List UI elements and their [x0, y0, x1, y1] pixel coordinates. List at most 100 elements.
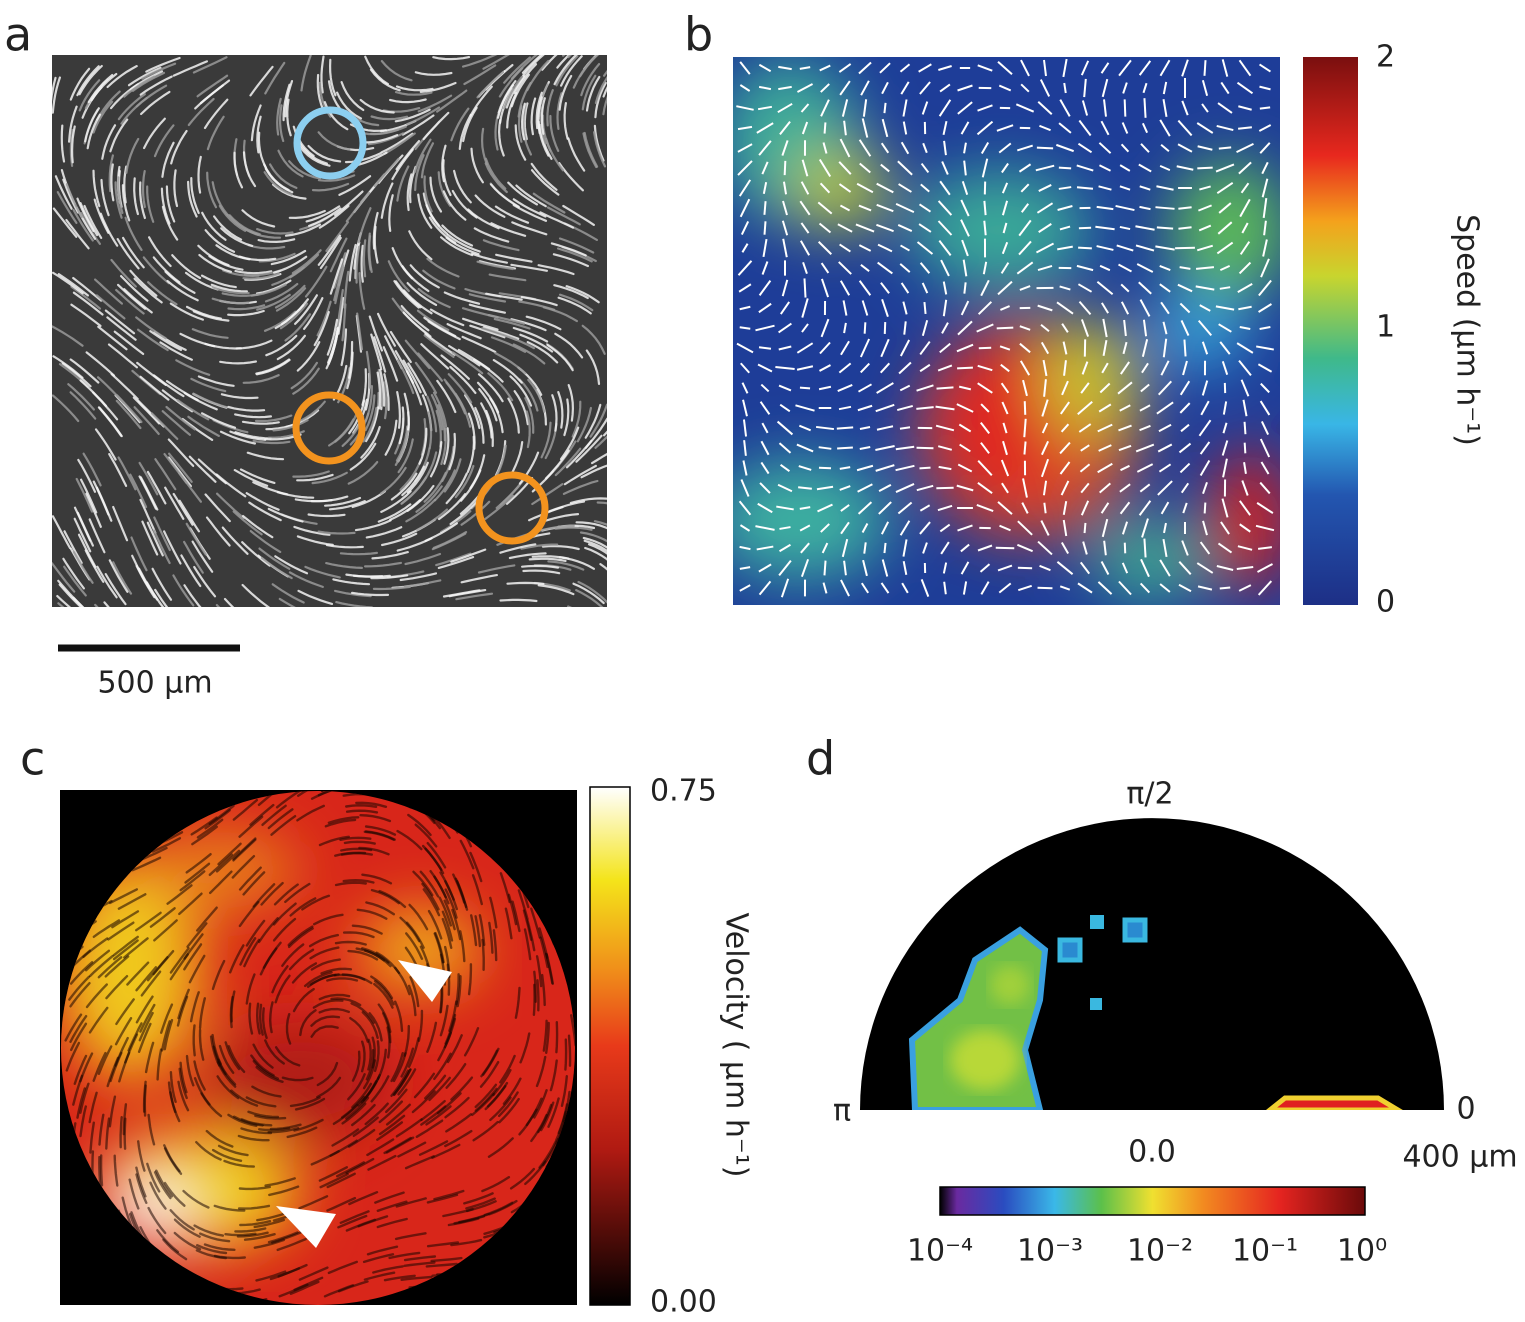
- streak: [354, 519, 392, 532]
- streak: [502, 1077, 522, 1105]
- streak: [460, 469, 482, 502]
- flow-arrow: [1062, 341, 1068, 355]
- flow-arrow: [1002, 422, 1008, 434]
- flow-arrow: [817, 503, 833, 513]
- streak: [381, 532, 418, 547]
- flow-arrow: [1043, 379, 1047, 397]
- polar-histogram: [908, 915, 1408, 1110]
- flow-arrow: [757, 363, 773, 373]
- flow-arrow: [876, 182, 894, 194]
- streak: [394, 1000, 404, 1032]
- streak: [343, 270, 350, 309]
- streak: [163, 1181, 186, 1207]
- flow-arrow: [1222, 422, 1228, 434]
- flow-arrow: [1139, 404, 1151, 412]
- streak: [513, 390, 529, 426]
- flow-arrow: [980, 403, 990, 413]
- streak: [367, 232, 372, 271]
- streak: [554, 526, 593, 531]
- streak: [542, 1019, 548, 1052]
- streak: [394, 280, 422, 309]
- streak: [399, 459, 422, 491]
- streak: [530, 907, 541, 939]
- flow-arrow: [801, 121, 809, 135]
- streak: [373, 336, 387, 373]
- streak: [556, 92, 563, 130]
- streak: [482, 239, 520, 252]
- flow-arrow: [956, 484, 974, 492]
- streak: [275, 287, 307, 312]
- streak: [110, 163, 115, 202]
- flow-arrow: [739, 584, 751, 592]
- streak: [264, 1177, 296, 1187]
- flow-arrow: [838, 362, 852, 374]
- flow-arrow: [939, 342, 951, 354]
- streak: [255, 1066, 284, 1083]
- flow-arrow: [840, 521, 850, 535]
- streak: [267, 1127, 300, 1134]
- flow-arrow: [842, 300, 848, 316]
- streak: [373, 157, 400, 188]
- radius-label: 0.0: [1128, 1135, 1176, 1170]
- streak: [167, 1081, 177, 1114]
- flow-arrow: [1198, 224, 1212, 232]
- flow-arrow: [1077, 582, 1093, 594]
- flow-arrow: [918, 203, 932, 213]
- streak: [337, 1214, 368, 1229]
- flow-arrow: [823, 122, 827, 134]
- flow-arrow: [1056, 561, 1074, 575]
- streak: [390, 1052, 404, 1083]
- streak: [326, 1196, 357, 1212]
- streak: [146, 1162, 161, 1193]
- flow-arrow: [922, 542, 928, 554]
- flow-arrow: [800, 103, 810, 113]
- flow-arrow: [876, 223, 894, 233]
- streak: [398, 406, 405, 445]
- streak: [340, 328, 348, 367]
- flow-arrow: [1119, 483, 1131, 493]
- flow-arrow: [855, 223, 875, 233]
- streak: [428, 216, 457, 244]
- flow-arrow: [916, 384, 934, 392]
- streak: [515, 184, 547, 208]
- streak: [105, 1117, 111, 1150]
- streak: [395, 85, 434, 92]
- flow-arrow: [1016, 144, 1034, 152]
- streak: [544, 449, 570, 480]
- flow-arrow: [961, 180, 969, 196]
- streak: [339, 1210, 370, 1224]
- flow-arrow: [1199, 541, 1211, 555]
- streak: [112, 505, 129, 542]
- flow-arrow: [1199, 304, 1211, 312]
- streak: [409, 976, 420, 1008]
- flow-arrow: [838, 261, 852, 275]
- streak: [357, 207, 372, 244]
- flow-arrow: [803, 278, 807, 298]
- streak: [233, 151, 244, 189]
- streak: [307, 513, 346, 518]
- streak: [244, 228, 282, 239]
- streak: [562, 204, 595, 226]
- flow-arrow: [782, 181, 788, 195]
- flow-arrow: [880, 142, 890, 154]
- streak: [397, 1141, 427, 1158]
- flow-arrow: [982, 261, 988, 275]
- streak: [92, 919, 121, 938]
- flow-arrow: [1239, 500, 1251, 516]
- streak: [508, 552, 547, 560]
- flow-arrow: [778, 322, 792, 334]
- streak: [114, 1017, 133, 1046]
- flow-arrow: [1020, 183, 1030, 193]
- streak: [496, 84, 515, 119]
- flow-arrow: [737, 260, 753, 276]
- streak: [284, 313, 312, 342]
- flow-arrow: [761, 261, 769, 275]
- flow-arrow: [1177, 119, 1193, 137]
- streak: [169, 953, 189, 981]
- flow-arrow: [858, 139, 872, 157]
- flow-arrow: [1076, 186, 1094, 190]
- streak: [272, 183, 307, 200]
- streak: [309, 946, 340, 960]
- streak: [490, 336, 527, 353]
- flow-arrow: [1078, 246, 1092, 250]
